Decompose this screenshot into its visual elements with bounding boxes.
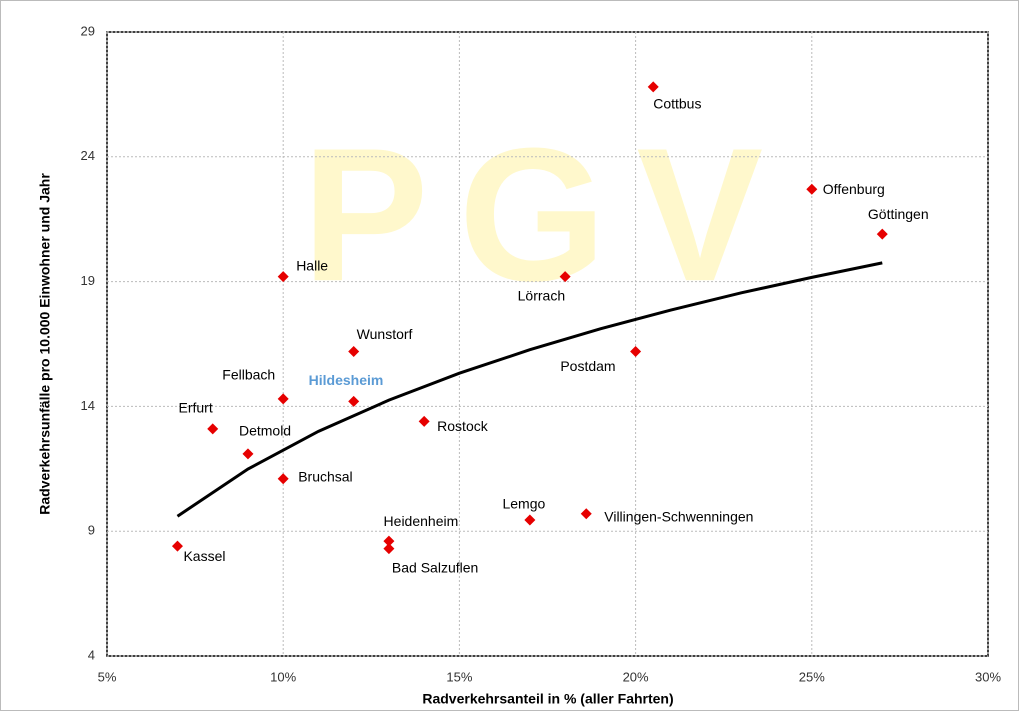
x-tick-label: 10% xyxy=(270,669,296,684)
point-label: Villingen-Schwenningen xyxy=(604,508,753,524)
point-label: Postdam xyxy=(560,358,615,374)
data-point xyxy=(418,415,430,427)
data-point xyxy=(383,543,395,555)
point-label: Bruchsal xyxy=(298,468,352,484)
y-tick-label: 24 xyxy=(81,148,95,163)
point-label: Heidenheim xyxy=(384,513,459,529)
y-axis-title: Radverkehrsunfälle pro 10.000 Einwohner … xyxy=(37,173,53,515)
point-label: Hildesheim xyxy=(309,372,384,388)
data-point xyxy=(348,345,360,357)
point-label: Kassel xyxy=(183,548,225,564)
x-tick-label: 5% xyxy=(98,669,117,684)
data-point xyxy=(242,448,254,460)
y-tick-label: 9 xyxy=(88,523,95,538)
point-label: Fellbach xyxy=(222,367,275,383)
point-label: Detmold xyxy=(239,423,291,439)
data-point xyxy=(171,540,183,552)
y-tick-label: 29 xyxy=(81,23,95,38)
data-point xyxy=(383,535,395,547)
data-point xyxy=(559,271,571,283)
data-point xyxy=(876,228,888,240)
data-point xyxy=(806,183,818,195)
point-label: Bad Salzuflen xyxy=(392,559,478,575)
data-point xyxy=(207,423,219,435)
data-point xyxy=(524,514,536,526)
data-point xyxy=(277,473,289,485)
data-point xyxy=(630,345,642,357)
data-point xyxy=(277,393,289,405)
x-tick-label: 20% xyxy=(623,669,649,684)
x-tick-label: 30% xyxy=(975,669,1001,684)
point-label: Erfurt xyxy=(178,400,212,416)
y-tick-label: 4 xyxy=(88,647,95,662)
point-label: Göttingen xyxy=(868,206,929,222)
point-label: Halle xyxy=(296,257,328,273)
data-point xyxy=(348,395,360,407)
data-point xyxy=(580,508,592,520)
data-point xyxy=(277,271,289,283)
x-tick-label: 15% xyxy=(446,669,472,684)
watermark: PGV xyxy=(302,109,793,321)
y-tick-label: 19 xyxy=(81,273,95,288)
y-tick-label: 14 xyxy=(81,398,95,413)
data-point xyxy=(647,81,659,93)
x-tick-label: 25% xyxy=(799,669,825,684)
point-label: Offenburg xyxy=(823,181,885,197)
point-label: Rostock xyxy=(437,418,489,434)
x-axis-title: Radverkehrsanteil in % (aller Fahrten) xyxy=(422,691,673,707)
point-label: Lemgo xyxy=(502,496,545,512)
trend-line xyxy=(176,261,883,518)
point-label: Lörrach xyxy=(518,287,565,303)
point-label: Wunstorf xyxy=(357,326,413,342)
point-label: Cottbus xyxy=(653,96,701,112)
